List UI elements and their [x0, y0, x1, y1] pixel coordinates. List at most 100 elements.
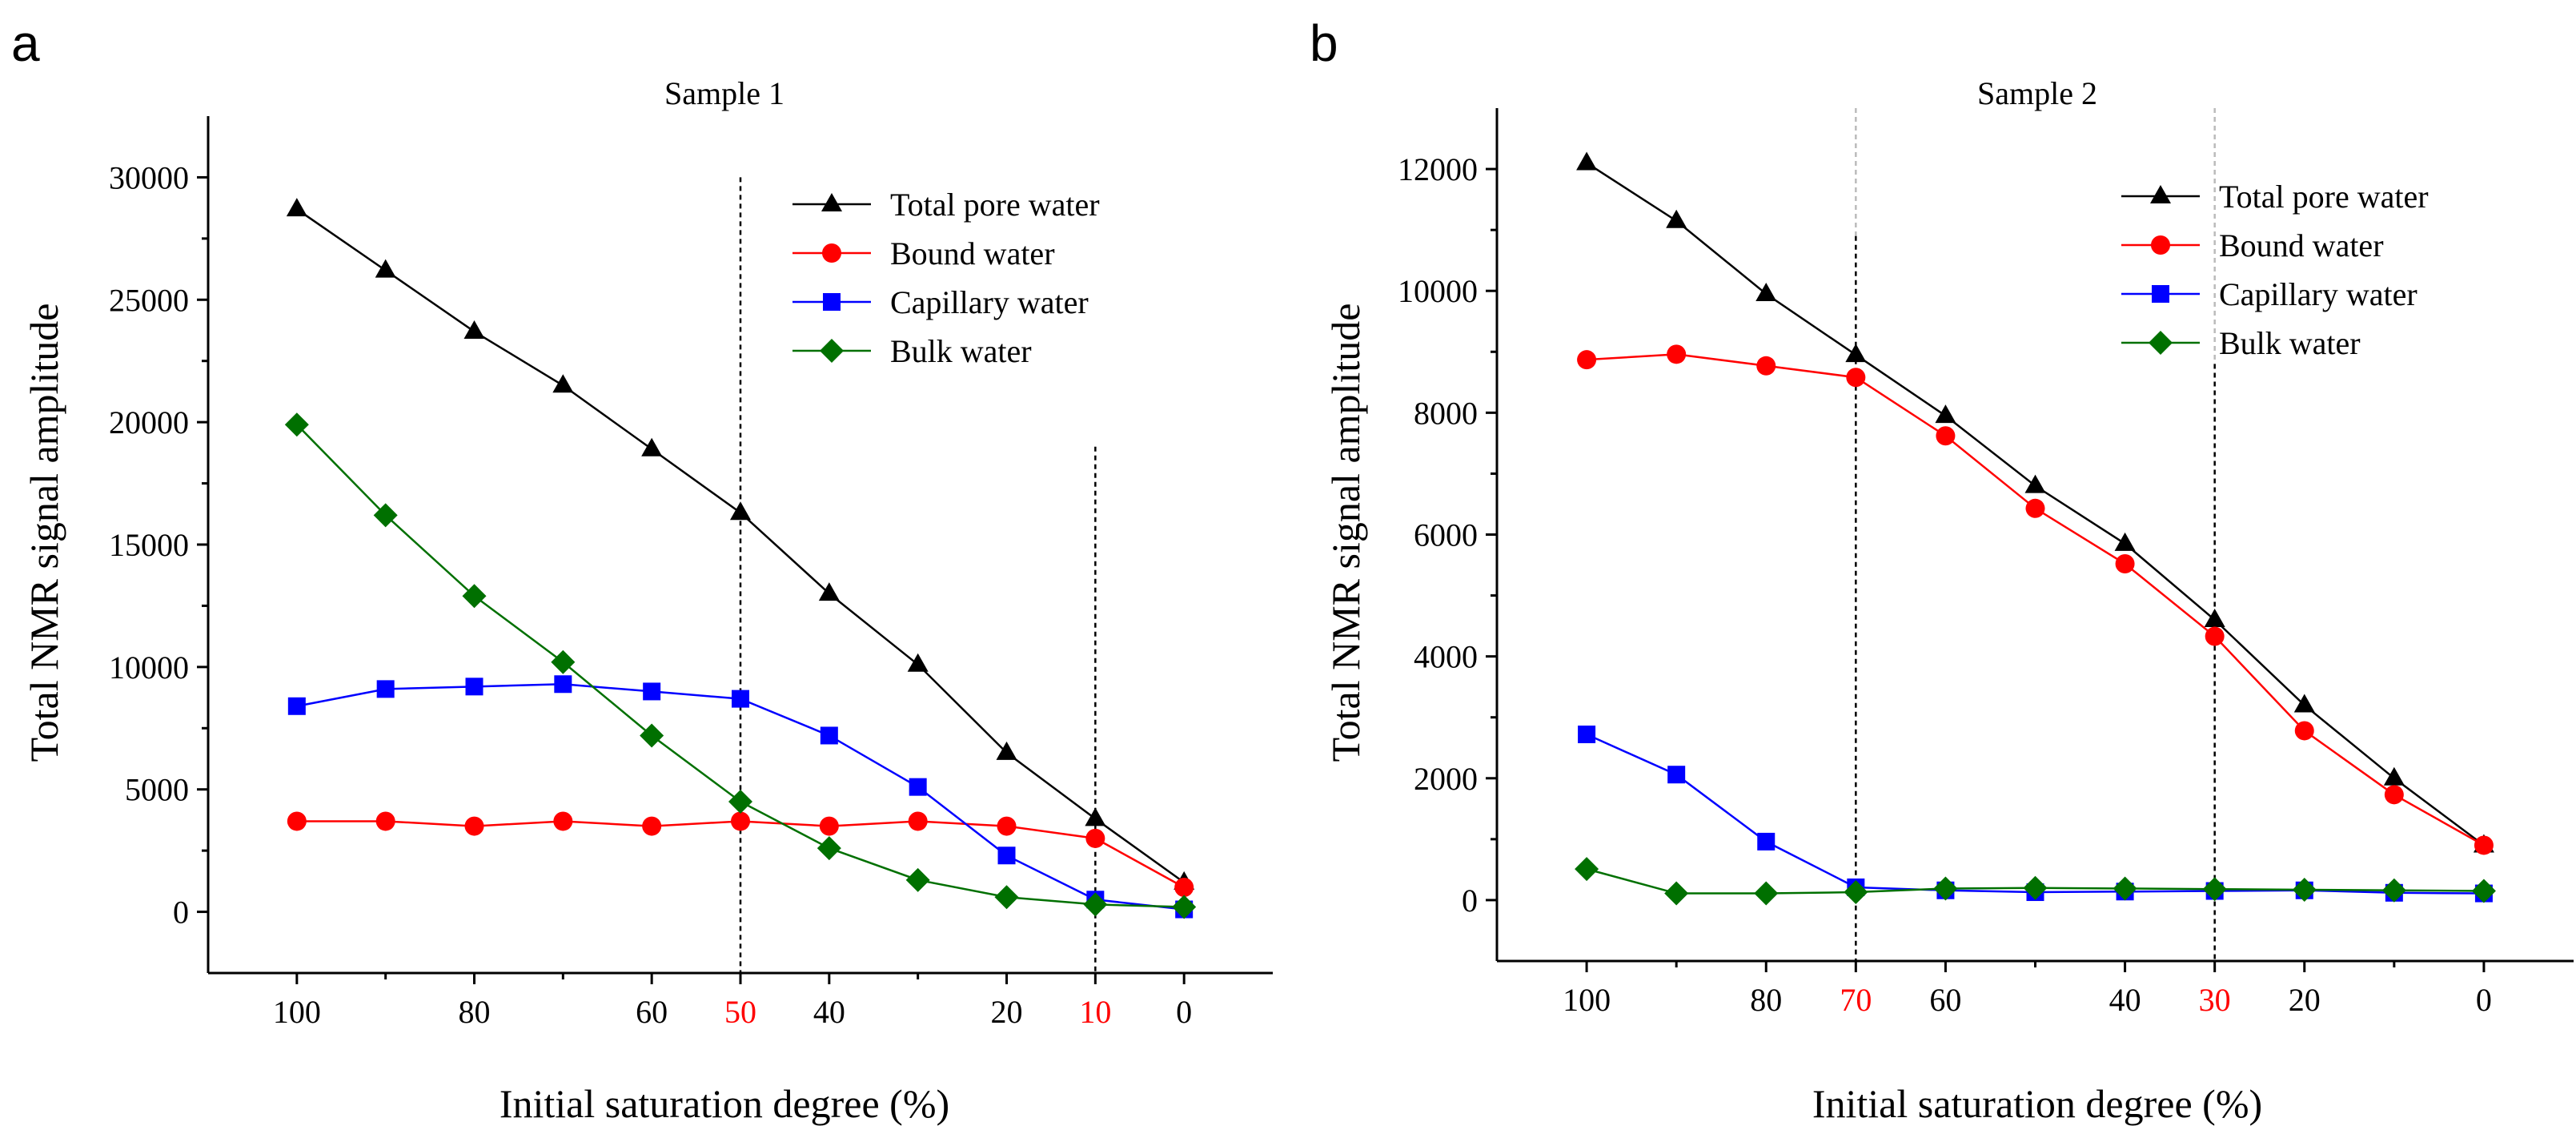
- chart-a-point-total-pore-water: [463, 320, 485, 340]
- chart-b-point-bound-water: [2025, 498, 2045, 518]
- chart-a-point-bulk-water: [1172, 895, 1197, 919]
- chart-a-point-capillary-water: [820, 726, 838, 745]
- chart-b-legend-label-total-pore-water: Total pore water: [2219, 179, 2429, 215]
- chart-b-point-bulk-water: [1933, 876, 1958, 901]
- chart-b-point-bulk-water: [2113, 876, 2137, 901]
- chart-b-point-total-pore-water: [1755, 283, 1777, 302]
- chart-b-point-total-pore-water: [1845, 344, 1867, 363]
- chart-b-point-bulk-water: [1575, 857, 1599, 882]
- chart-b-point-bulk-water: [2023, 875, 2048, 900]
- chart-a-point-bound-water: [642, 816, 662, 836]
- chart-a-point-capillary-water: [287, 697, 306, 715]
- chart-a-point-bound-water: [1085, 828, 1105, 848]
- chart-a-point-total-pore-water: [375, 259, 396, 278]
- chart-b-series-line-capillary-water: [1586, 733, 2484, 895]
- chart-a-x-tick-label: 80: [459, 994, 491, 1030]
- chart-a-point-total-pore-water: [641, 437, 663, 456]
- chart-b-x-tick-label: 100: [1563, 982, 1611, 1018]
- chart-b-y-axis-title: Total NMR signal amplitude: [1323, 304, 1368, 762]
- chart-b-point-capillary-water: [1757, 832, 1776, 851]
- chart-a-y-tick-label: 15000: [109, 527, 189, 563]
- chart-a-y-tick-label: 10000: [109, 649, 189, 686]
- chart-a-point-capillary-water: [732, 690, 749, 708]
- chart-b-point-bound-water: [2294, 721, 2314, 741]
- chart-b-y-tick-label: 10000: [1398, 273, 1478, 309]
- chart-b-point-bound-water: [2474, 835, 2494, 855]
- chart-b-point-total-pore-water: [2204, 609, 2225, 627]
- chart-a-legend-marker-capillary-water: [823, 293, 841, 311]
- chart-a-x-tick-label: 50: [724, 994, 756, 1030]
- chart-a-point-total-pore-water: [1085, 807, 1106, 826]
- chart-a-point-bound-water: [464, 816, 484, 836]
- chart-b-point-bound-water: [1667, 344, 1687, 364]
- chart-b-legend-marker-bulk-water: [2149, 331, 2173, 355]
- chart-b-x-tick-label: 80: [1750, 982, 1782, 1018]
- chart-a-legend-label-bound-water: Bound water: [890, 235, 1055, 271]
- chart-a-x-tick-label: 60: [636, 994, 668, 1030]
- chart-b-point-total-pore-water: [1666, 209, 1687, 228]
- chart-b-x-tick-label: 20: [2289, 982, 2321, 1018]
- chart-a-point-bulk-water: [462, 584, 487, 609]
- chart-a-point-total-pore-water: [552, 374, 574, 393]
- chart-a-point-bulk-water: [994, 885, 1019, 910]
- chart-b-y-tick-label: 2000: [1414, 761, 1478, 797]
- chart-b-point-total-pore-water: [2383, 766, 2405, 786]
- chart-a-y-tick-label: 0: [173, 895, 189, 931]
- chart-a-y-axis-title: Total NMR signal amplitude: [22, 304, 66, 762]
- chart-b-point-bulk-water: [1844, 880, 1868, 905]
- chart-b-point-total-pore-water: [2114, 532, 2136, 551]
- chart-a-point-bound-water: [731, 811, 750, 831]
- chart-b-y-tick-label: 0: [1462, 883, 1478, 919]
- chart-a-legend-marker-bulk-water: [820, 339, 844, 363]
- chart-b-point-capillary-water: [1578, 726, 1596, 744]
- chart-b-legend-marker-bound-water: [2151, 235, 2170, 255]
- chart-a-point-bound-water: [908, 811, 928, 831]
- chart-b-point-capillary-water: [1667, 766, 1686, 784]
- chart-a-y-tick-label: 5000: [125, 772, 189, 808]
- chart-a-legend-label-capillary-water: Capillary water: [890, 284, 1089, 320]
- chart-b-point-bulk-water: [2471, 879, 2496, 903]
- chart-a-point-bound-water: [553, 811, 573, 831]
- chart-b-legend-marker-capillary-water: [2152, 285, 2169, 303]
- chart-a-point-total-pore-water: [286, 198, 307, 217]
- chart-b-point-bound-water: [1756, 356, 1776, 376]
- chart-b-legend-marker-total-pore-water: [2150, 185, 2171, 203]
- chart-b-point-bound-water: [2115, 554, 2135, 574]
- chart-b-legend-label-bound-water: Bound water: [2219, 227, 2384, 263]
- chart-b-point-bound-water: [1577, 350, 1597, 370]
- chart-a-point-capillary-water: [997, 846, 1016, 865]
- chart-b-x-axis-title: Initial saturation degree (%): [1812, 1081, 2262, 1126]
- chart-b-y-tick-label: 8000: [1414, 395, 1478, 431]
- chart-a-point-capillary-water: [643, 682, 661, 701]
- chart-a-point-bound-water: [375, 811, 395, 831]
- chart-a-point-bound-water: [997, 816, 1017, 836]
- chart-a-point-total-pore-water: [818, 582, 840, 601]
- chart-a-x-tick-label: 20: [991, 994, 1023, 1030]
- chart-a-point-bulk-water: [905, 867, 930, 892]
- chart-b-point-total-pore-water: [1576, 151, 1598, 171]
- chart-b-point-bulk-water: [2292, 877, 2317, 902]
- chart-a-point-total-pore-water: [907, 653, 929, 672]
- chart-a-x-tick-label: 0: [1176, 994, 1192, 1030]
- chart-b-x-tick-label: 40: [2109, 982, 2141, 1018]
- chart-a-point-total-pore-water: [730, 501, 751, 521]
- chart-a-legend-label-bulk-water: Bulk water: [890, 333, 1032, 369]
- chart-a-point-bulk-water: [728, 790, 752, 814]
- chart-b-x-tick-label: 60: [1929, 982, 1961, 1018]
- chart-b-x-tick-label: 30: [2199, 982, 2231, 1018]
- chart-b-series-line-bound-water: [1587, 353, 2485, 846]
- chart-a-legend-marker-bound-water: [822, 243, 841, 263]
- chart-b-point-bulk-water: [1754, 881, 1779, 906]
- chart-b-point-bound-water: [2205, 626, 2225, 646]
- chart-a-x-tick-label: 40: [813, 994, 845, 1030]
- chart-b-y-tick-label: 4000: [1414, 639, 1478, 675]
- chart-a-x-axis-title: Initial saturation degree (%): [500, 1081, 949, 1126]
- chart-b-point-bulk-water: [2381, 878, 2406, 903]
- chart-a-legend-marker-total-pore-water: [821, 193, 842, 211]
- chart-a-title: Sample 1: [664, 75, 784, 111]
- chart-b-plot: 0 2000 4000 6000 8000 10000 12000 100 80 70 60 40 30…: [1398, 108, 2574, 1018]
- chart-b-point-bound-water: [1846, 368, 1866, 388]
- chart-a-point-bulk-water: [551, 649, 576, 674]
